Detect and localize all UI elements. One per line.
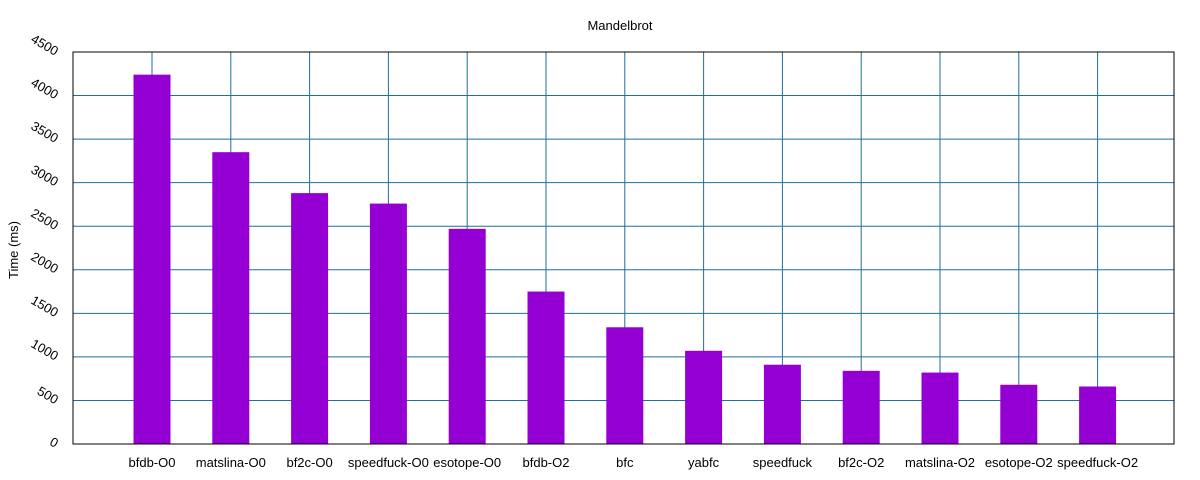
x-tick-label: speedfuck-O0 [348,455,429,470]
y-tick-label: 1500 [28,292,61,319]
bar-esotope-O0 [448,228,486,444]
chart-title: Mandelbrot [587,18,652,33]
bar-matslina-O2 [921,372,959,444]
x-tick-label: bfdb-O0 [129,455,176,470]
y-tick-label: 2000 [28,249,61,276]
bar-matslina-O0 [212,152,250,444]
bar-bfdb-O2 [527,291,565,444]
x-tick-label: esotope-O2 [985,455,1053,470]
bar-bfc [606,327,644,444]
bar-bfdb-O0 [133,74,171,444]
bars [133,74,1117,444]
x-tick-label: bf2c-O2 [838,455,884,470]
y-tick-label: 4000 [28,75,61,102]
y-axis-label: Time (ms) [6,221,21,279]
y-tick-label: 3000 [28,162,61,189]
bar-bf2c-O2 [842,370,880,444]
x-tick-label: speedfuck [753,455,813,470]
y-tick-label: 1000 [28,336,61,363]
y-tick-label: 0 [47,434,61,451]
bar-speedfuck [763,364,801,444]
x-tick-label: matslina-O2 [905,455,975,470]
y-tick-labels: 0 500 1000 1500 2000 2500 3000 3500 4000 4500 [28,31,61,450]
x-tick-label: bf2c-O0 [286,455,332,470]
x-tick-label: speedfuck-O2 [1057,455,1138,470]
y-tick-label: 500 [35,383,61,407]
plot-frame [72,51,1175,445]
x-tick-label: matslina-O0 [196,455,266,470]
y-tick-label: 4500 [28,31,61,58]
bar-speedfuck-O0 [369,203,407,444]
x-tick-labels: bfdb-O0 matslina-O0 bf2c-O0 speedfuck-O0 eso… [129,455,1139,470]
bar-yabfc [685,350,723,444]
bar-speedfuck-O2 [1079,386,1117,444]
y-tick-label: 2500 [28,205,61,232]
bar-esotope-O2 [1000,384,1038,444]
x-tick-label: bfdb-O2 [523,455,570,470]
x-tick-label: bfc [616,455,634,470]
bar-bf2c-O0 [291,193,329,444]
y-tick-label: 3500 [28,118,61,145]
x-tick-label: esotope-O0 [433,455,501,470]
x-tick-label: yabfc [688,455,720,470]
